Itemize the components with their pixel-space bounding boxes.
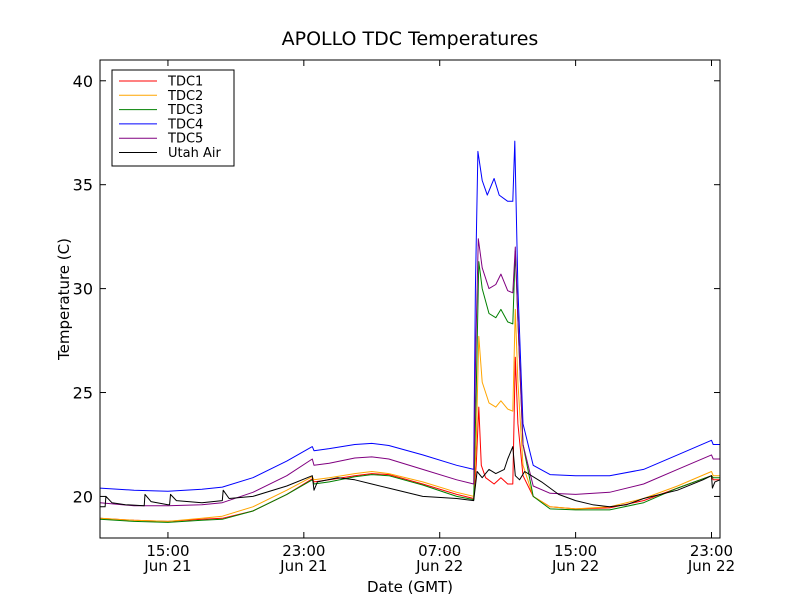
series-line-5: [99, 238, 720, 507]
y-tick-label: 35: [73, 176, 93, 195]
series-line-3: [99, 250, 720, 523]
series-layer: [99, 140, 721, 523]
x-tick-label-date: Jun 22: [415, 557, 463, 575]
series-line-2: [99, 308, 720, 522]
y-tick-label: 20: [73, 487, 93, 506]
series-line-4: [99, 140, 720, 492]
x-tick-label-date: Jun 22: [687, 557, 735, 575]
x-tick-label-date: Jun 21: [279, 557, 327, 575]
legend-label: TDC5: [167, 132, 203, 147]
series-line-6: [100, 446, 721, 508]
y-tick-label: 25: [73, 384, 93, 403]
y-tick-label: 30: [73, 280, 93, 299]
series-line-1: [99, 356, 720, 522]
y-axis: 20 25 30 35 40: [73, 72, 720, 506]
y-tick-label: 40: [73, 72, 93, 91]
plot-frame: [99, 59, 721, 539]
x-tick-label-date: Jun 21: [143, 557, 191, 575]
chart-title: APOLLO TDC Temperatures: [282, 28, 539, 50]
legend-label: TDC3: [167, 103, 203, 118]
legend-box: [111, 69, 235, 167]
y-axis-label: Temperature (C): [55, 238, 73, 361]
x-axis-label: Date (GMT): [367, 578, 453, 596]
legend-label: TDC1: [167, 75, 203, 90]
legend-label: Utah Air: [168, 146, 221, 161]
x-tick-label-time: 15:00: [554, 542, 597, 560]
x-tick-label-date: Jun 22: [551, 557, 599, 575]
x-tick-label-time: 23:00: [690, 542, 733, 560]
x-tick-label-time: 07:00: [418, 542, 461, 560]
x-tick-label-time: 15:00: [146, 542, 189, 560]
x-tick-label-time: 23:00: [282, 542, 325, 560]
legend-label: TDC4: [167, 117, 203, 132]
legend-label: TDC2: [167, 89, 203, 104]
